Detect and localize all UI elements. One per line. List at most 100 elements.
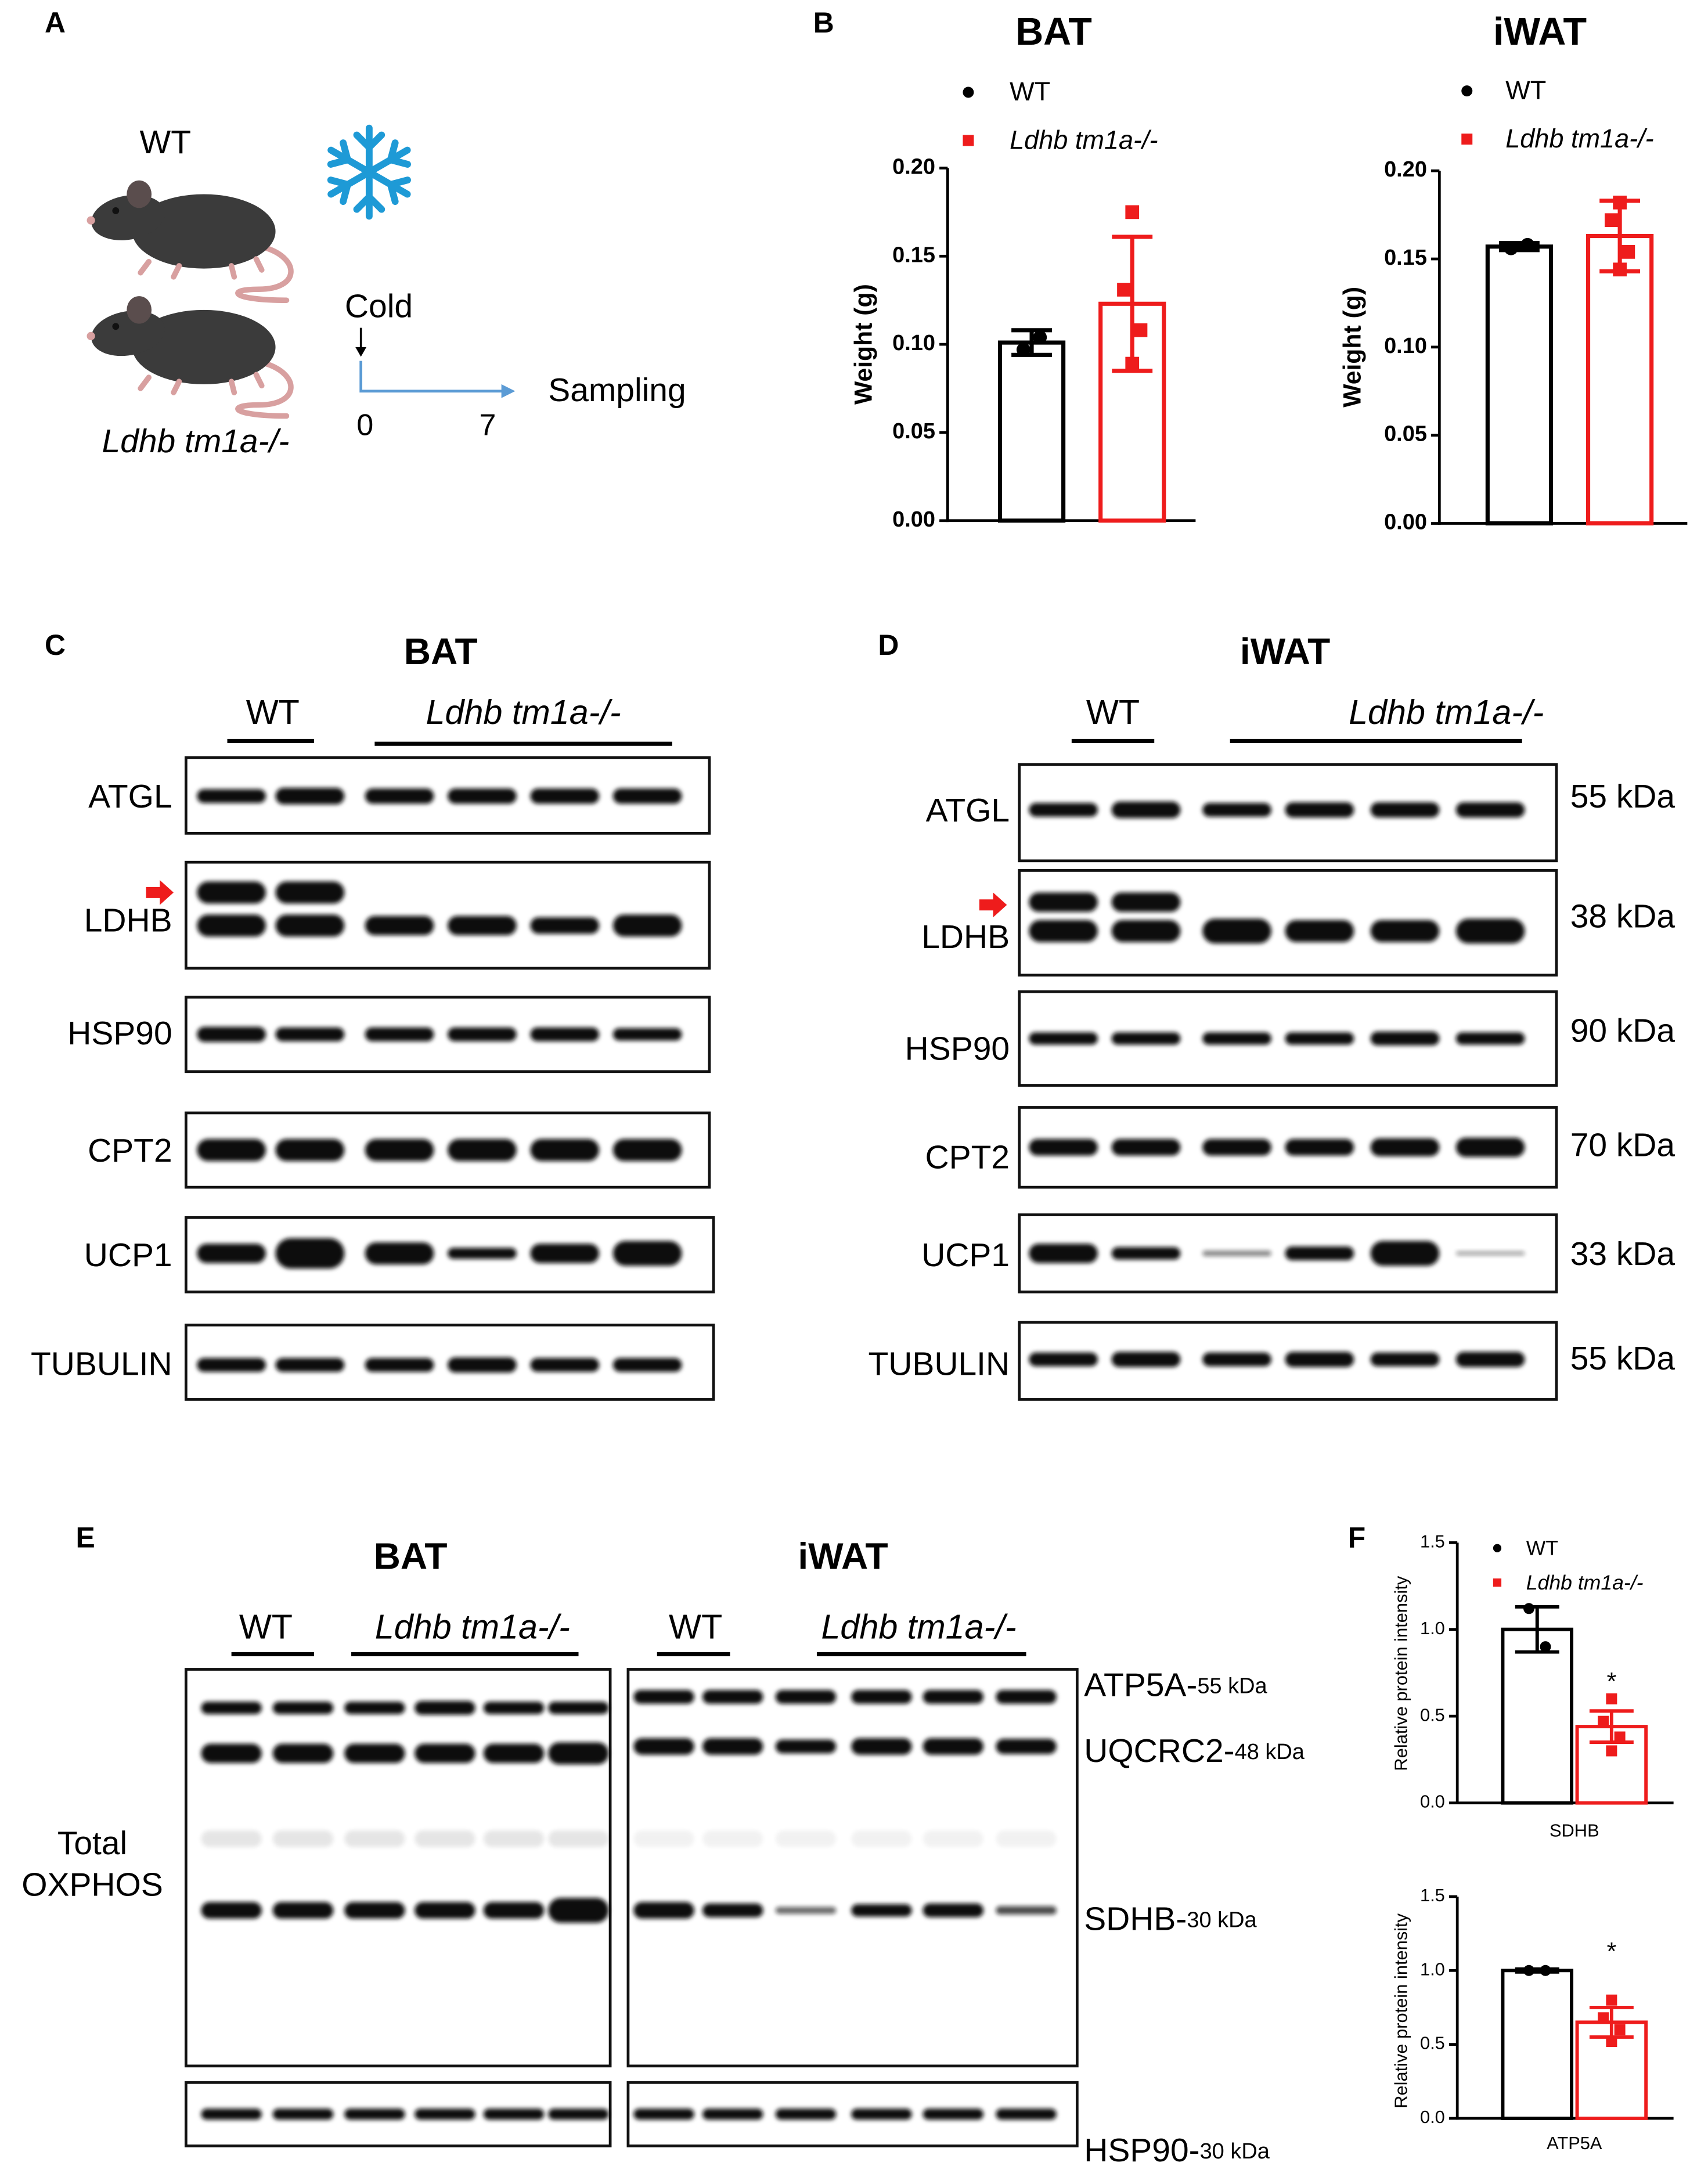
band [197, 914, 266, 937]
mouse-head [91, 311, 165, 356]
band [275, 1027, 345, 1041]
band [201, 1830, 262, 1847]
band [996, 1906, 1057, 1915]
y-tick-label: 0.20 [1384, 157, 1427, 182]
band [1285, 1246, 1354, 1260]
band [1111, 1032, 1181, 1045]
band [197, 1139, 266, 1162]
data-point [1133, 323, 1148, 337]
band [633, 1902, 694, 1919]
band [1029, 1032, 1098, 1045]
data-point [1614, 2024, 1626, 2035]
size-label: 55 kDa [1197, 1674, 1267, 1698]
group-label: Ldhb tm1a-/- [375, 1607, 570, 1646]
mouse-icon [87, 296, 294, 419]
band [612, 1241, 682, 1266]
treatment-label: Cold [345, 287, 413, 325]
mouse-nose [87, 216, 95, 225]
data-point [1540, 1641, 1551, 1653]
band [415, 1701, 475, 1715]
y-tick-label: 0.00 [892, 507, 935, 532]
timeline-head [501, 384, 516, 398]
band [448, 916, 517, 935]
y-tick-label: 0.15 [892, 243, 935, 267]
band [548, 1742, 609, 1765]
data-point [1613, 262, 1627, 277]
band [197, 1358, 266, 1372]
band [415, 1902, 475, 1919]
band [197, 1244, 266, 1263]
protein-label: LDHB [921, 918, 1010, 956]
legend-marker [963, 87, 974, 98]
band [612, 1358, 682, 1372]
band [448, 1357, 517, 1373]
band [1285, 1032, 1354, 1045]
band [996, 2109, 1057, 2120]
band [1202, 1032, 1271, 1045]
snowflake-arm [365, 168, 411, 206]
band [702, 2109, 763, 2120]
band [633, 1830, 694, 1847]
band [775, 2109, 837, 2120]
band [272, 2109, 334, 2120]
band [1202, 1139, 1271, 1156]
protein-name: HSP90- [1084, 2132, 1199, 2166]
protein-name: SDHB- [1084, 1901, 1187, 1938]
band [483, 1743, 545, 1763]
band [344, 2109, 405, 2120]
snowflake [327, 124, 411, 220]
data-point [1520, 237, 1535, 252]
band [415, 1830, 475, 1847]
y-tick-label: 1.5 [1420, 1531, 1445, 1551]
y-tick-label: 0.05 [1384, 422, 1427, 446]
band [1111, 892, 1181, 912]
legend-marker [1493, 1578, 1502, 1587]
legend-marker [963, 135, 974, 146]
band [530, 788, 600, 804]
band [365, 916, 434, 935]
data-point [1504, 241, 1518, 255]
band [851, 2109, 912, 2120]
band [1455, 918, 1525, 944]
band [483, 1902, 545, 1919]
band [851, 1904, 912, 1917]
protein-label: LDHB [84, 902, 172, 939]
timeline-label: 0 [356, 408, 373, 442]
red-arrow [979, 892, 1007, 918]
band [1202, 1352, 1271, 1367]
protein-label: UQCRC2-48 kDa [1084, 1732, 1305, 1769]
protein-name: ATP5A- [1084, 1666, 1197, 1703]
side-label: OXPHOS [21, 1866, 163, 1903]
band [702, 1903, 763, 1918]
band [275, 1358, 345, 1372]
band [275, 914, 345, 937]
y-tick-label: 1.0 [1420, 1618, 1445, 1638]
data-point [1605, 213, 1619, 228]
band [365, 1027, 434, 1041]
band [1285, 802, 1354, 818]
y-tick-label: 0.10 [892, 331, 935, 355]
protein-label: UCP1 [84, 1237, 172, 1274]
protein-label: UCP1 [921, 1237, 1010, 1274]
error-bar [1112, 235, 1153, 373]
bar [1586, 233, 1654, 526]
group-label: WT [139, 124, 191, 161]
bar [1501, 1627, 1574, 1805]
y-tick-label: 1.0 [1420, 1959, 1445, 1979]
band [548, 1702, 609, 1714]
band [1111, 1247, 1181, 1260]
annotation: * [1607, 1667, 1617, 1695]
panel-label: B [813, 6, 834, 39]
protein-name: UQCRC2- [1084, 1732, 1234, 1769]
band [702, 1738, 763, 1755]
band [275, 1139, 345, 1162]
band [702, 1830, 763, 1847]
group-label: WT [239, 1607, 293, 1646]
band [1202, 803, 1271, 817]
band [1029, 1352, 1098, 1367]
mouse-nose [87, 331, 95, 341]
mouse-head [91, 194, 165, 240]
size-label: 33 kDa [1570, 1235, 1675, 1273]
x-axis-label: SDHB [1550, 1821, 1599, 1841]
band [996, 1830, 1057, 1847]
